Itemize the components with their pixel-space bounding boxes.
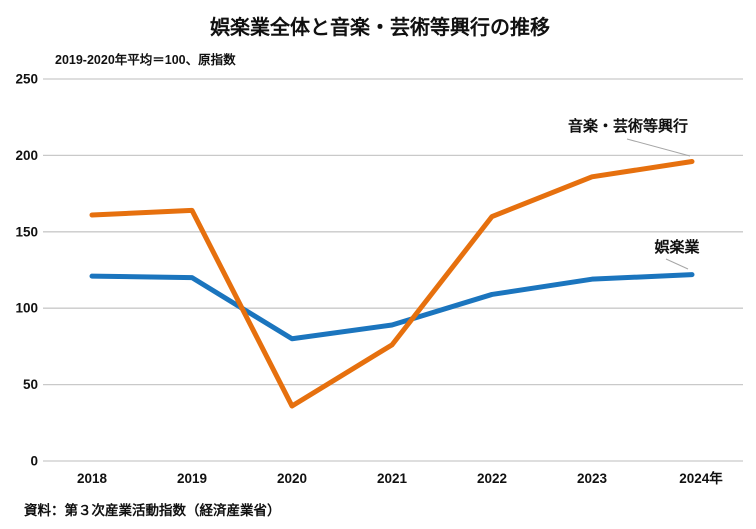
y-tick-label: 150 <box>15 224 38 239</box>
x-tick-label: 2021 <box>377 471 408 486</box>
series-line-music-arts <box>89 159 695 409</box>
source-note: 資料：第３次産業活動指数（経済産業省） <box>24 502 281 518</box>
x-axis-labels: 2018 2019 2020 2021 2022 2023 2024年 <box>77 470 723 486</box>
x-tick-label: 2024年 <box>679 470 723 486</box>
y-tick-label: 200 <box>15 148 38 163</box>
series-line-entertainment <box>89 272 695 342</box>
x-tick-label: 2023 <box>577 471 608 486</box>
music-arts-leader-line <box>626 138 691 157</box>
gridlines <box>43 78 743 462</box>
series-lines <box>89 159 695 409</box>
entertainment-series-label: 娯楽業 <box>654 238 700 256</box>
y-tick-label: 250 <box>15 72 38 87</box>
chart-subtitle: 2019-2020年平均＝100、原指数 <box>55 52 236 67</box>
series-annotations: 音楽・芸術等興行 娯楽業 <box>568 117 700 270</box>
y-tick-label: 100 <box>15 301 38 316</box>
entertainment-leader-line <box>665 258 689 270</box>
music-arts-series-label: 音楽・芸術等興行 <box>568 117 688 135</box>
y-tick-label: 0 <box>30 454 38 469</box>
x-tick-label: 2020 <box>277 471 307 486</box>
y-axis-labels: 0 50 100 150 200 250 <box>15 72 38 469</box>
y-tick-label: 50 <box>23 377 38 392</box>
x-tick-label: 2018 <box>77 471 108 486</box>
x-tick-label: 2019 <box>177 471 207 486</box>
chart-title: 娯楽業全体と音楽・芸術等興行の推移 <box>210 15 550 39</box>
x-tick-label: 2022 <box>477 471 507 486</box>
